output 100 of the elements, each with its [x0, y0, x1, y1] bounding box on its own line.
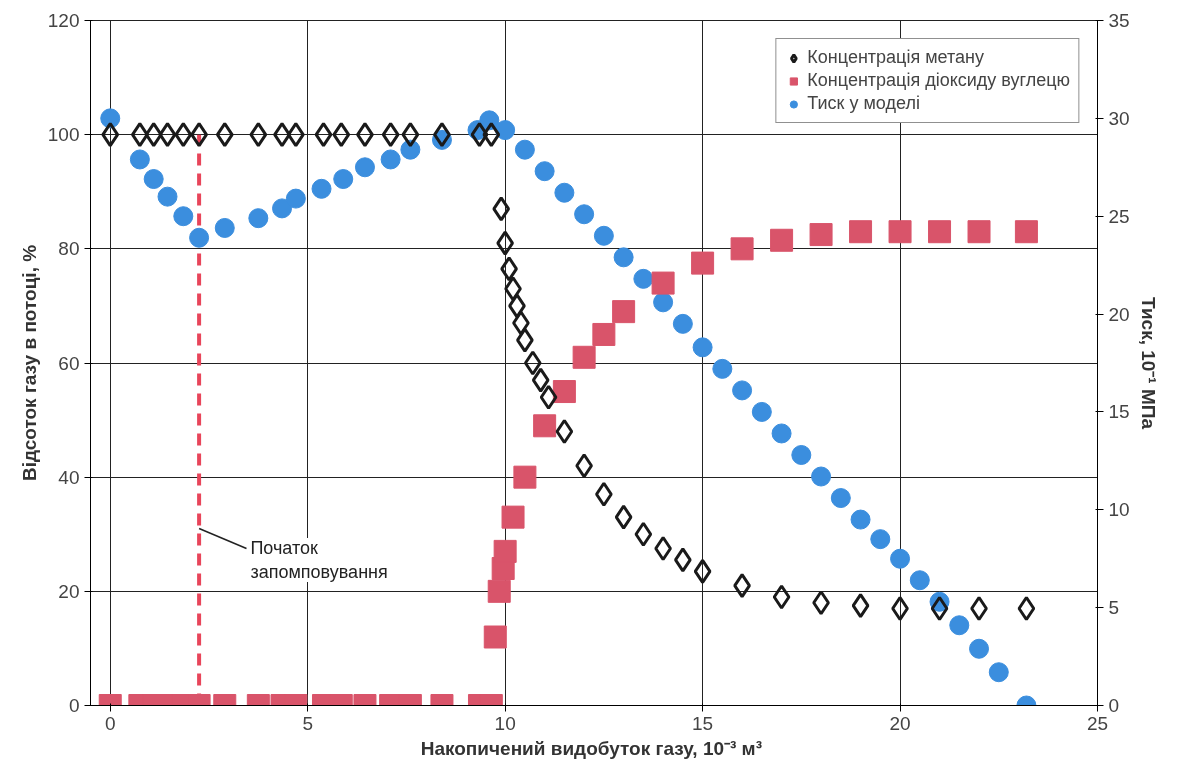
point: [691, 251, 715, 275]
x-tick-label: 10: [494, 712, 516, 734]
y-tick-label: 120: [47, 10, 80, 31]
legend-label: Тиск у моделі: [807, 93, 920, 114]
point: [552, 380, 576, 404]
point: [751, 401, 772, 422]
point: [531, 367, 550, 393]
point: [514, 139, 535, 160]
point: [613, 247, 634, 268]
point: [380, 149, 401, 170]
y2-axis-title: Тиск, 10⁻¹ МПа: [1137, 297, 1159, 430]
y2-tick-label: 10: [1108, 499, 1130, 521]
point: [483, 625, 507, 649]
point: [888, 220, 912, 244]
point: [174, 122, 193, 148]
point: [612, 300, 636, 324]
point: [101, 122, 120, 148]
point: [651, 271, 675, 295]
y2-tick-label: 30: [1108, 107, 1130, 129]
point: [732, 380, 753, 401]
point: [513, 465, 537, 489]
point: [215, 122, 234, 148]
point: [354, 157, 375, 178]
point: [381, 122, 400, 148]
point: [470, 122, 489, 148]
point: [809, 223, 833, 247]
point: [811, 466, 832, 487]
point: [633, 268, 654, 289]
point: [850, 509, 871, 530]
point: [482, 122, 501, 148]
point: [501, 505, 525, 529]
point: [144, 122, 163, 148]
point: [401, 122, 420, 148]
x-axis-title: Накопичений видобуток газу, 10⁻³ м³: [420, 737, 763, 759]
point: [214, 217, 235, 238]
point: [770, 228, 794, 252]
x-tick-label: 5: [302, 712, 313, 734]
point: [693, 558, 712, 584]
point: [285, 188, 306, 209]
point: [890, 548, 911, 569]
point: [772, 584, 791, 610]
point: [143, 169, 164, 190]
point: [492, 196, 511, 222]
point: [333, 169, 354, 190]
point: [653, 292, 674, 313]
y-axis-title: Відсоток газу в потоці, %: [18, 244, 40, 482]
point: [157, 186, 178, 207]
x-tick-label: 0: [104, 712, 116, 734]
point: [249, 122, 268, 148]
point: [554, 182, 575, 203]
legend-label: Концентрація метану: [807, 47, 984, 68]
point: [771, 423, 792, 444]
point: [332, 122, 351, 148]
point: [311, 178, 332, 199]
point: [574, 204, 595, 225]
point: [692, 337, 713, 358]
point: [830, 488, 851, 509]
x-tick-label: 20: [889, 712, 911, 734]
point: [730, 237, 754, 261]
point: [555, 419, 574, 444]
point: [493, 539, 517, 563]
y-tick-label: 40: [58, 466, 80, 488]
point: [672, 313, 693, 334]
point: [533, 414, 557, 438]
y2-tick-label: 5: [1108, 597, 1120, 619]
y2-tick-label: 15: [1108, 401, 1130, 423]
point: [248, 208, 269, 229]
point: [791, 445, 812, 465]
point: [949, 615, 970, 636]
point: [909, 570, 930, 591]
point: [272, 198, 293, 219]
point: [634, 521, 653, 547]
legend-label: Концентрація діоксиду вуглецю: [807, 70, 1070, 91]
y-tick-label: 80: [58, 238, 80, 260]
x-tick-label: 25: [1086, 712, 1109, 734]
point: [539, 384, 558, 410]
y-tick-label: 20: [58, 580, 80, 602]
point: [712, 358, 733, 379]
point: [969, 638, 990, 659]
point: [928, 220, 952, 244]
point: [487, 579, 511, 603]
y2-tick-label: 35: [1108, 10, 1130, 31]
point: [189, 227, 210, 248]
point: [851, 593, 870, 619]
point: [523, 350, 542, 376]
x-tick-label: 15: [692, 712, 714, 734]
point: [495, 120, 516, 141]
y-tick-label: 60: [58, 352, 80, 374]
point: [593, 225, 614, 246]
point: [158, 122, 177, 148]
point: [173, 206, 194, 227]
y2-tick-label: 25: [1108, 205, 1130, 227]
point: [849, 220, 873, 244]
y-tick-label: 100: [47, 124, 80, 146]
annotation: Початок запомповування: [250, 537, 388, 582]
point: [870, 529, 891, 550]
point: [614, 504, 633, 530]
point: [534, 161, 555, 182]
y2-tick-label: 0: [1108, 695, 1120, 716]
point: [988, 662, 1009, 683]
